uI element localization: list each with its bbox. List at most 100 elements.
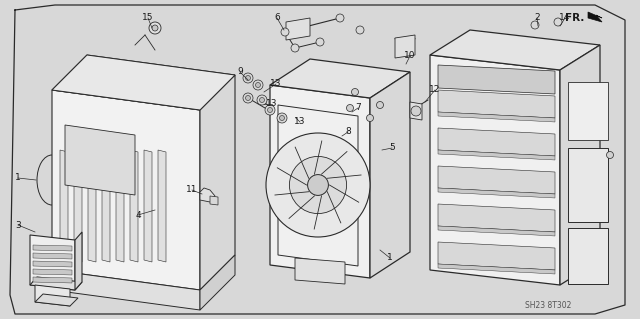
Circle shape [268, 108, 273, 113]
Polygon shape [438, 264, 555, 274]
Polygon shape [568, 148, 608, 222]
Circle shape [243, 73, 253, 83]
Polygon shape [438, 226, 555, 236]
Polygon shape [52, 90, 200, 290]
Circle shape [259, 98, 264, 102]
Circle shape [346, 105, 353, 112]
Polygon shape [200, 188, 215, 202]
Polygon shape [588, 12, 602, 22]
Text: 12: 12 [429, 85, 441, 94]
Polygon shape [438, 65, 555, 94]
Circle shape [246, 95, 250, 100]
Polygon shape [33, 253, 72, 259]
Text: 11: 11 [186, 186, 198, 195]
Polygon shape [200, 255, 235, 310]
Polygon shape [102, 150, 110, 262]
Polygon shape [33, 277, 72, 283]
Text: 5: 5 [389, 144, 395, 152]
Circle shape [289, 156, 347, 214]
Polygon shape [438, 128, 555, 156]
Text: 4: 4 [135, 211, 141, 219]
Text: 3: 3 [15, 220, 21, 229]
Polygon shape [74, 150, 82, 262]
Polygon shape [158, 150, 166, 262]
Polygon shape [270, 59, 410, 98]
Circle shape [243, 93, 253, 103]
Text: 15: 15 [142, 13, 154, 23]
Polygon shape [60, 150, 68, 262]
Polygon shape [35, 285, 70, 306]
Circle shape [277, 113, 287, 123]
Polygon shape [438, 242, 555, 270]
Polygon shape [395, 35, 415, 58]
Circle shape [149, 22, 161, 34]
Polygon shape [52, 55, 235, 110]
Text: 9: 9 [237, 68, 243, 77]
Polygon shape [130, 150, 138, 262]
Circle shape [356, 26, 364, 34]
Polygon shape [438, 166, 555, 194]
Text: 7: 7 [355, 103, 361, 113]
Circle shape [607, 152, 614, 159]
Text: 14: 14 [559, 13, 571, 23]
Text: 13: 13 [266, 100, 278, 108]
Circle shape [554, 18, 562, 26]
Polygon shape [65, 125, 135, 195]
Text: FR.: FR. [565, 13, 584, 23]
Polygon shape [33, 269, 72, 275]
Circle shape [531, 21, 539, 29]
Polygon shape [35, 294, 78, 306]
Polygon shape [560, 45, 600, 285]
Polygon shape [116, 150, 124, 262]
Circle shape [280, 115, 285, 121]
Circle shape [411, 106, 421, 116]
Polygon shape [438, 204, 555, 232]
Polygon shape [438, 188, 555, 198]
Polygon shape [52, 55, 235, 110]
Polygon shape [286, 18, 310, 40]
Polygon shape [438, 90, 555, 118]
Text: 8: 8 [345, 128, 351, 137]
Polygon shape [33, 245, 72, 251]
Circle shape [281, 28, 289, 36]
Polygon shape [410, 102, 422, 120]
Polygon shape [75, 232, 82, 290]
Circle shape [266, 133, 370, 237]
Text: 1: 1 [15, 174, 21, 182]
Circle shape [316, 38, 324, 46]
Polygon shape [30, 235, 75, 290]
Polygon shape [568, 82, 608, 140]
Polygon shape [270, 85, 370, 278]
Polygon shape [88, 150, 96, 262]
Text: 13: 13 [294, 117, 306, 127]
Polygon shape [438, 150, 555, 160]
Text: 10: 10 [404, 51, 416, 61]
Text: 2: 2 [534, 13, 540, 23]
Polygon shape [295, 258, 345, 284]
Circle shape [376, 101, 383, 108]
Circle shape [291, 44, 299, 52]
Text: SH23 8T302: SH23 8T302 [525, 300, 571, 309]
Circle shape [367, 115, 374, 122]
Circle shape [253, 80, 263, 90]
Polygon shape [200, 75, 235, 290]
Circle shape [336, 14, 344, 22]
Circle shape [255, 83, 260, 87]
Polygon shape [210, 196, 218, 205]
Polygon shape [30, 277, 82, 290]
Polygon shape [52, 270, 200, 310]
Polygon shape [144, 150, 152, 262]
Circle shape [351, 88, 358, 95]
Text: 6: 6 [274, 13, 280, 23]
Polygon shape [33, 261, 72, 267]
Text: 1: 1 [387, 254, 393, 263]
Polygon shape [430, 55, 560, 285]
Circle shape [257, 95, 267, 105]
Text: 13: 13 [270, 79, 282, 88]
Circle shape [265, 105, 275, 115]
Polygon shape [430, 30, 600, 70]
Circle shape [152, 25, 158, 31]
Polygon shape [438, 112, 555, 122]
Circle shape [308, 174, 328, 196]
Polygon shape [568, 228, 608, 284]
